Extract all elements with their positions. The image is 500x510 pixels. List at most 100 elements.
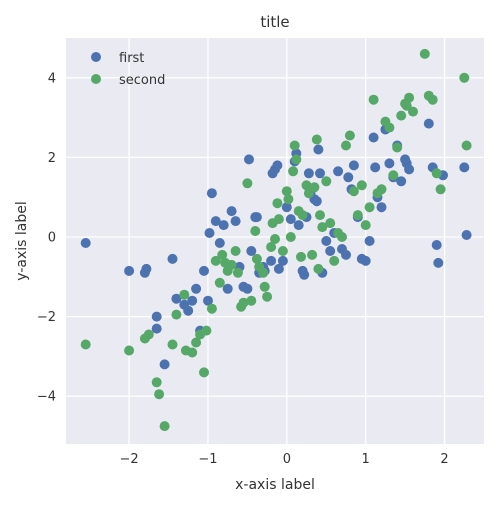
point-second xyxy=(270,234,280,244)
point-second xyxy=(309,182,320,193)
point-second xyxy=(167,339,178,350)
point-second xyxy=(317,222,328,233)
point-first xyxy=(311,196,322,207)
point-second xyxy=(401,100,412,111)
data-points xyxy=(80,48,472,432)
point-second xyxy=(364,202,375,213)
point-second xyxy=(154,389,165,400)
point-second xyxy=(459,72,470,83)
chart-title: title xyxy=(260,13,289,31)
point-second xyxy=(408,106,418,117)
point-first xyxy=(321,236,332,246)
y-tick-label: 2 xyxy=(48,151,56,166)
point-second xyxy=(230,246,241,256)
point-second xyxy=(289,140,300,151)
legend-label-first: first xyxy=(119,51,144,66)
point-second xyxy=(368,94,379,105)
point-second xyxy=(283,194,294,205)
point-second xyxy=(297,210,308,221)
point-first xyxy=(203,295,213,306)
y-tick-label: 4 xyxy=(48,71,56,86)
point-second xyxy=(272,198,283,209)
point-first xyxy=(293,220,304,231)
point-second xyxy=(392,142,403,153)
point-second xyxy=(259,281,270,292)
point-first xyxy=(124,265,135,276)
point-first xyxy=(404,164,415,175)
point-first xyxy=(151,323,162,334)
point-first xyxy=(171,293,182,304)
point-second xyxy=(311,134,322,145)
point-first xyxy=(244,154,254,165)
point-first xyxy=(210,216,221,227)
point-first xyxy=(214,238,225,248)
point-second xyxy=(461,140,472,151)
point-first xyxy=(433,257,444,268)
point-first xyxy=(266,255,277,266)
point-second xyxy=(291,154,302,165)
point-first xyxy=(80,238,91,248)
point-first xyxy=(370,162,381,173)
point-first xyxy=(277,255,288,266)
point-second xyxy=(277,246,288,256)
point-first xyxy=(459,162,470,173)
point-second xyxy=(288,166,299,177)
tick-labels: −2 −1 0 1 2 −4 −2 0 2 4 xyxy=(37,71,449,467)
point-first xyxy=(431,240,442,250)
point-first xyxy=(273,263,284,274)
point-first xyxy=(199,265,209,276)
point-second xyxy=(341,140,351,151)
point-second xyxy=(151,377,162,388)
point-second xyxy=(226,259,237,270)
grid-lines xyxy=(66,38,484,444)
point-first xyxy=(315,168,325,179)
point-second xyxy=(313,263,324,274)
point-second xyxy=(238,297,249,308)
point-second xyxy=(242,178,253,189)
point-second xyxy=(80,339,91,350)
point-second xyxy=(315,210,325,221)
point-second xyxy=(251,253,262,264)
legend-label-second: second xyxy=(119,73,165,88)
point-second xyxy=(124,345,135,356)
point-first xyxy=(364,236,375,246)
point-first xyxy=(141,263,152,274)
point-first xyxy=(242,283,253,294)
point-first xyxy=(299,269,310,280)
y-tick-label: −2 xyxy=(37,310,56,325)
point-second xyxy=(404,92,415,103)
point-second xyxy=(199,367,209,378)
point-second xyxy=(191,337,202,348)
point-first xyxy=(423,118,434,129)
point-second xyxy=(281,186,292,197)
point-first xyxy=(183,305,194,316)
x-tick-label: −2 xyxy=(120,452,139,467)
point-first xyxy=(341,249,351,260)
point-first xyxy=(343,172,354,183)
x-tick-label: 1 xyxy=(362,452,370,467)
point-second xyxy=(217,249,228,260)
point-first xyxy=(303,168,314,179)
point-second xyxy=(396,110,407,121)
point-second xyxy=(143,329,154,340)
point-first xyxy=(218,220,229,231)
point-first xyxy=(251,212,262,223)
point-second xyxy=(384,122,395,133)
point-first xyxy=(396,176,407,187)
point-second xyxy=(376,184,387,195)
point-second xyxy=(246,295,257,306)
y-tick-label: 0 xyxy=(48,231,56,246)
point-second xyxy=(435,184,446,195)
point-second xyxy=(431,168,442,179)
point-first xyxy=(333,166,344,177)
point-second xyxy=(250,226,261,236)
point-second xyxy=(388,170,399,181)
point-second xyxy=(187,347,198,358)
point-first xyxy=(187,295,198,306)
point-second xyxy=(348,186,359,197)
point-second xyxy=(301,180,312,191)
x-tick-label: 0 xyxy=(283,452,291,467)
point-second xyxy=(262,291,273,302)
point-first xyxy=(159,359,170,370)
